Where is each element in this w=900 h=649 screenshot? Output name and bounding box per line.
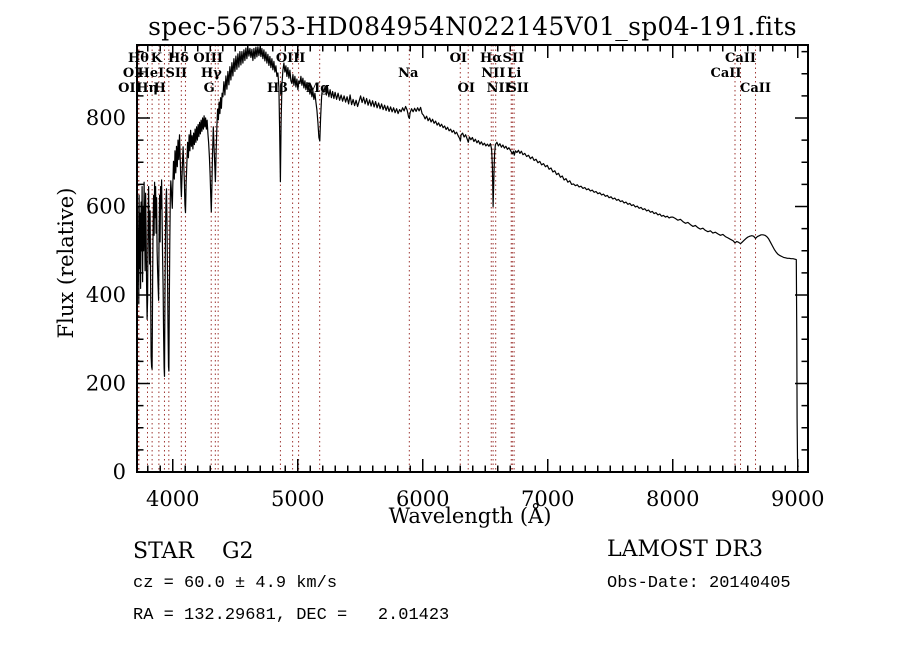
classification-text: STAR G2 xyxy=(133,539,254,564)
spectral-line-label: G xyxy=(204,81,215,96)
ra-dec-text: RA = 132.29681, DEC = 2.01423 xyxy=(133,606,450,625)
spectral-line-label: Hβ xyxy=(267,81,288,96)
spectral-line-label: CaII xyxy=(725,51,756,66)
spectral-line-label: OIII xyxy=(193,51,223,66)
spectral-line-label: OIII xyxy=(276,51,306,66)
spectral-line-label: Hγ xyxy=(201,66,222,81)
x-tick-label: 9000 xyxy=(771,487,824,511)
spectral-line-label: NII xyxy=(487,81,511,96)
spectral-line-label: CaII xyxy=(740,81,771,96)
spectral-line-label: OI xyxy=(123,66,140,81)
spectral-line-label: NII xyxy=(481,66,505,81)
spectral-line-label: SII xyxy=(507,81,529,96)
x-axis-label: Wavelength (Å) xyxy=(388,504,552,528)
x-tick-label: 7000 xyxy=(521,487,574,511)
spectral-line-label: Li xyxy=(507,66,521,81)
spectral-line-label: CaII xyxy=(711,66,742,81)
spectral-line-label: H xyxy=(154,81,166,96)
y-tick-label: 400 xyxy=(86,283,126,307)
spectral-line-label: Na xyxy=(398,66,419,81)
y-tick-label: 600 xyxy=(86,195,126,219)
spectral-line-label: HeI xyxy=(138,66,165,81)
plot-frame xyxy=(136,44,809,473)
spectrum-curve xyxy=(137,46,799,467)
x-tick-label: 6000 xyxy=(396,487,449,511)
spectral-line-label: Hθ xyxy=(128,51,149,66)
spectral-line-label: Hδ xyxy=(168,51,189,66)
spectral-line-label: Hα xyxy=(480,51,502,66)
y-tick-label: 200 xyxy=(86,372,126,396)
x-tick-label: 4000 xyxy=(146,487,199,511)
obs-date-text: Obs-Date: 20140405 xyxy=(607,574,791,593)
spectral-line-label: Mg xyxy=(306,81,329,96)
y-axis-label: Flux (relative) xyxy=(54,187,78,339)
spectral-line-label: OI xyxy=(458,81,475,96)
x-tick-label: 8000 xyxy=(646,487,699,511)
plot-title: spec-56753-HD084954N022145V01_sp04-191.f… xyxy=(148,12,797,41)
x-tick-label: 5000 xyxy=(271,487,324,511)
y-tick-label: 800 xyxy=(86,106,126,130)
spectral-line-label: SII xyxy=(166,66,188,81)
survey-text: LAMOST DR3 xyxy=(607,537,763,562)
y-tick-label: 0 xyxy=(113,460,126,484)
spectral-line-label: OII xyxy=(118,81,142,96)
cz-text: cz = 60.0 ± 4.9 km/s xyxy=(133,574,338,593)
spectral-line-label: SII xyxy=(503,51,525,66)
spectral-line-label: K xyxy=(151,51,163,66)
spectral-line-label: OI xyxy=(450,51,467,66)
spectral-line-label: Hη xyxy=(136,81,158,96)
